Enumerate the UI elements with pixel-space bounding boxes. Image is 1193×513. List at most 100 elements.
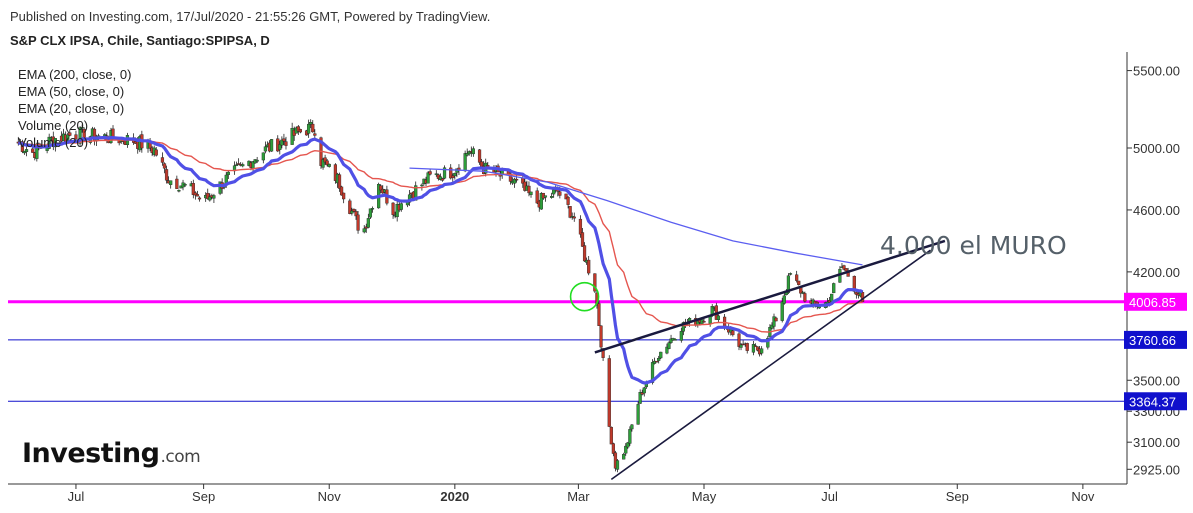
price-levels-group xyxy=(8,300,1127,402)
candle-body xyxy=(580,232,585,247)
annotation-text: 4.000 el MURO xyxy=(880,231,1067,260)
candle-body xyxy=(323,157,327,163)
candle-body xyxy=(801,292,805,294)
candle-body xyxy=(782,295,786,304)
candle-body xyxy=(587,259,591,274)
candle-body xyxy=(568,206,572,218)
y-tick-label: 4200.00 xyxy=(1133,265,1180,280)
candle-body xyxy=(543,195,548,198)
candle-body xyxy=(309,122,313,125)
candle-body xyxy=(350,210,354,214)
candle-body xyxy=(164,169,169,181)
candle-body xyxy=(278,144,282,150)
y-tick-label: 2925.00 xyxy=(1133,462,1180,477)
candle-body xyxy=(753,345,758,347)
candle-body xyxy=(47,136,51,149)
candle-body xyxy=(564,193,568,200)
candle-body xyxy=(667,342,671,349)
published-note: Published on Investing.com, 17/Jul/2020 … xyxy=(10,9,491,24)
candle-body xyxy=(515,178,519,181)
candle-body xyxy=(624,445,628,454)
x-tick-label: Mar xyxy=(567,489,590,504)
candle-body xyxy=(362,228,366,233)
candle-body xyxy=(615,460,620,470)
candle-body xyxy=(20,141,25,152)
trendline-lower xyxy=(610,249,931,481)
candle-body xyxy=(183,184,187,186)
candle-body xyxy=(453,173,457,177)
candle-body xyxy=(261,152,265,161)
candle-body xyxy=(597,303,601,326)
candle-body xyxy=(354,211,358,217)
axes-group xyxy=(8,52,1128,485)
candle-body xyxy=(237,163,241,165)
candle-body xyxy=(550,195,554,198)
legend-ema50: EMA (50, close, 0) xyxy=(18,84,125,99)
candle-body xyxy=(786,275,791,293)
candle-body xyxy=(263,146,267,152)
candle-body xyxy=(366,218,370,228)
y-axis-labels: 5500.005000.004600.004200.003500.003300.… xyxy=(1127,64,1180,477)
candle-body xyxy=(379,185,383,191)
price-tag-box xyxy=(1124,292,1187,311)
candle-body xyxy=(642,387,646,394)
candle-body xyxy=(463,153,467,172)
candle-body xyxy=(760,348,764,354)
candle-body xyxy=(852,275,856,292)
candle-body xyxy=(298,129,302,133)
price-tag-label: 4006.85 xyxy=(1129,295,1176,310)
candle-body xyxy=(599,325,603,348)
y-tick-label: 5000.00 xyxy=(1133,141,1180,156)
candle-body xyxy=(428,171,432,175)
candle-body xyxy=(622,454,626,460)
candle-body xyxy=(477,149,482,163)
y-tick-label: 3100.00 xyxy=(1133,435,1180,450)
candle-body xyxy=(607,358,611,427)
x-axis-labels: Jul Sep Nov 2020 Mar May Jul Sep Nov xyxy=(68,484,1095,504)
candle-body xyxy=(467,151,471,155)
candle-body xyxy=(842,265,846,270)
candle-body xyxy=(348,200,352,214)
candle-body xyxy=(440,178,445,181)
candle-body xyxy=(673,339,677,341)
candle-body xyxy=(333,164,338,181)
symbol-title: S&P CLX IPSA, Chile, Santiago:SPIPSA, D xyxy=(10,33,270,48)
candle-body xyxy=(566,196,570,205)
candle-body xyxy=(327,163,331,167)
candle-body xyxy=(552,189,556,195)
candle-body xyxy=(465,152,469,156)
candle-body xyxy=(636,404,640,425)
x-tick-label: Nov xyxy=(318,489,342,504)
candle-body xyxy=(578,218,583,235)
candle-body xyxy=(391,202,395,215)
candle-body xyxy=(175,178,179,189)
candle-body xyxy=(650,362,655,383)
candle-body xyxy=(745,343,749,351)
candle-body xyxy=(529,191,533,195)
x-tick-label: Jul xyxy=(68,489,85,504)
candle-body xyxy=(212,195,216,199)
candle-body xyxy=(665,346,669,354)
price-tag-label: 3760.66 xyxy=(1129,333,1176,348)
candle-body xyxy=(582,245,587,262)
candle-body xyxy=(31,148,35,153)
candle-body xyxy=(630,424,634,430)
candle-body xyxy=(657,358,661,361)
candle-body xyxy=(103,134,107,137)
candle-body xyxy=(206,192,210,199)
candle-body xyxy=(659,351,663,359)
trendline-upper xyxy=(594,239,946,354)
candle-body xyxy=(399,203,403,210)
candle-body xyxy=(282,138,286,142)
price-tag-box xyxy=(1124,392,1187,411)
candle-body xyxy=(160,157,165,163)
candle-body xyxy=(471,148,475,155)
candle-body xyxy=(572,216,576,219)
candle-body xyxy=(284,141,288,146)
candle-body xyxy=(414,185,418,201)
candle-body xyxy=(195,194,200,197)
candle-body xyxy=(169,180,173,185)
candle-body xyxy=(438,176,443,180)
x-tick-label: Sep xyxy=(192,489,215,504)
